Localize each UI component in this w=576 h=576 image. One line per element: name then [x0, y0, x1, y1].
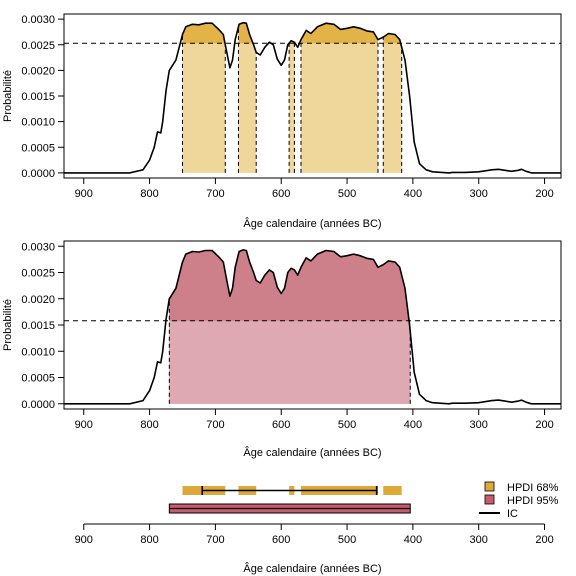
x-tick-label-2-300: 300: [470, 534, 488, 546]
y-axis-title-0: Probabilité: [2, 70, 14, 122]
hpd-region-0-0: [182, 23, 226, 173]
y-tick-label-0-3: 0.0015: [21, 91, 55, 103]
hpd-cap-0-3: [300, 23, 378, 44]
x-tick-label-2-400: 400: [404, 534, 422, 546]
y-tick-label-0-2: 0.0010: [21, 117, 55, 129]
hpd-cap-0-0: [182, 23, 226, 44]
hpd-region-0-3: [300, 23, 378, 173]
legend-label-hpdi68: HPDI 68%: [507, 482, 559, 494]
hpd-region-0-4: [383, 33, 402, 173]
x-tick-label-2-900: 900: [75, 534, 93, 546]
x-tick-label-1-900: 900: [75, 419, 93, 431]
y-tick-label-1-1: 0.0005: [21, 373, 55, 385]
x-tick-label-0-800: 800: [140, 188, 158, 200]
hpd-cap-0-4: [383, 33, 402, 44]
x-tick-label-0-400: 400: [404, 188, 422, 200]
x-tick-label-0-900: 900: [75, 188, 93, 200]
x-tick-label-2-700: 700: [206, 534, 224, 546]
legend-label-hpdi95: HPDI 95%: [507, 495, 559, 507]
x-tick-label-0-300: 300: [470, 188, 488, 200]
x-tick-label-0-500: 500: [338, 188, 356, 200]
x-tick-label-2-500: 500: [338, 534, 356, 546]
y-tick-label-1-6: 0.0030: [21, 241, 55, 253]
density-curve-1: [64, 249, 561, 405]
x-axis-title-2: Âge calendaire (années BC): [243, 562, 381, 575]
x-tick-label-2-800: 800: [140, 534, 158, 546]
x-tick-label-0-700: 700: [206, 188, 224, 200]
x-tick-label-1-500: 500: [338, 419, 356, 431]
y-tick-label-0-0: 0.0000: [21, 168, 55, 180]
x-tick-label-1-600: 600: [272, 419, 290, 431]
x-tick-label-0-600: 600: [272, 188, 290, 200]
x-tick-label-1-300: 300: [470, 419, 488, 431]
y-tick-label-1-5: 0.0025: [21, 268, 55, 280]
y-tick-label-0-5: 0.0025: [21, 40, 55, 52]
hpd-inner-1-0: [169, 320, 411, 404]
x-tick-label-1-700: 700: [206, 419, 224, 431]
x-tick-label-1-400: 400: [404, 419, 422, 431]
y-tick-label-1-2: 0.0010: [21, 346, 55, 358]
hpd-region-0-1: [238, 22, 257, 173]
hpd-cap-0-1: [238, 22, 257, 44]
x-tick-label-0-200: 200: [535, 188, 553, 200]
legend-label-ic: IC: [507, 508, 518, 520]
y-axis-title-1: Probabilité: [2, 299, 14, 351]
y-tick-label-0-4: 0.0020: [21, 65, 55, 77]
hpd-region-0-2: [289, 40, 295, 173]
y-tick-label-1-0: 0.0000: [21, 399, 55, 411]
y-tick-label-1-3: 0.0015: [21, 320, 55, 332]
x-axis-title-0: Âge calendaire (années BC): [243, 217, 381, 230]
y-tick-label-1-4: 0.0020: [21, 294, 55, 306]
x-axis-title-1: Âge calendaire (années BC): [243, 446, 381, 459]
hpdi68-band-4: [383, 486, 402, 495]
x-tick-label-2-200: 200: [535, 534, 553, 546]
y-tick-label-0-6: 0.0030: [21, 14, 55, 26]
legend-swatch-hpdi95: [484, 494, 495, 505]
x-tick-label-1-200: 200: [535, 419, 553, 431]
legend-swatch-hpdi68: [484, 481, 495, 492]
y-tick-label-0-1: 0.0005: [21, 142, 55, 154]
density-curve-0: [64, 21, 561, 174]
x-tick-label-1-800: 800: [140, 419, 158, 431]
x-tick-label-2-600: 600: [272, 534, 290, 546]
